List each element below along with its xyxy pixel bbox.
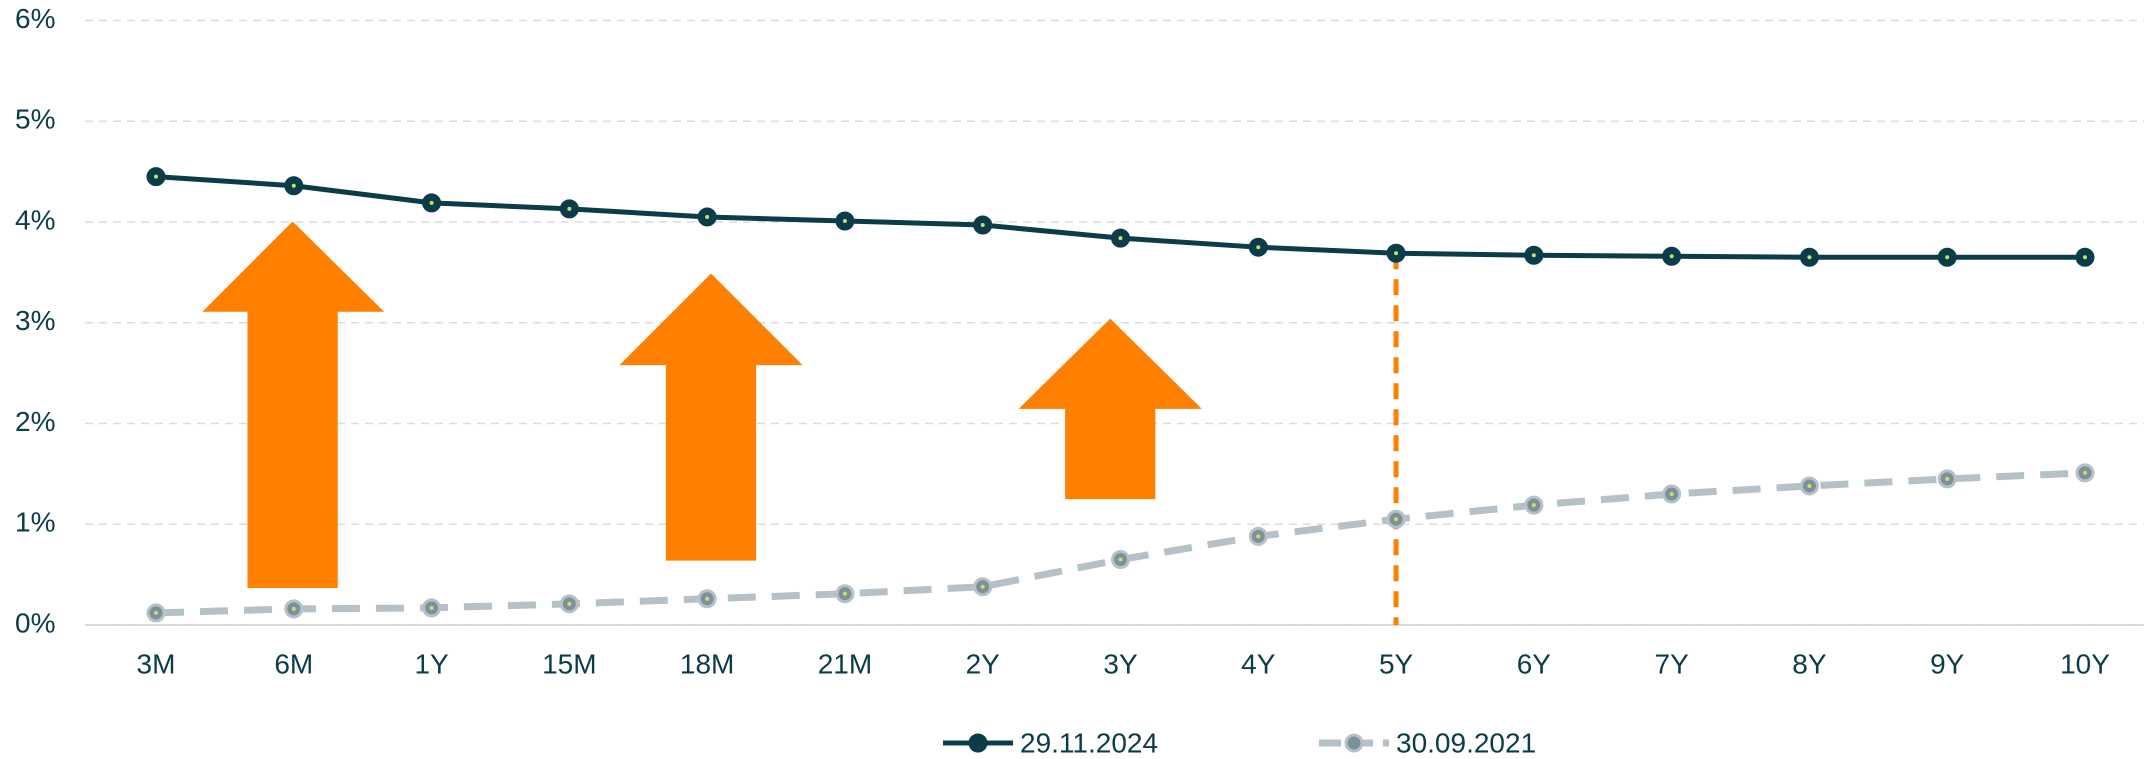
y-tick-label: 5% [15, 104, 55, 135]
x-tick-label: 4Y [1241, 648, 1276, 679]
point-center [1807, 255, 1812, 260]
x-tick-label: 15M [542, 648, 596, 679]
point-center [842, 218, 847, 223]
x-tick-label: 3Y [1103, 648, 1138, 679]
point-center [567, 601, 572, 606]
legend-label: 30.09.2021 [1396, 727, 1536, 758]
point-center [1531, 253, 1536, 258]
point-center [291, 183, 296, 188]
x-tick-label: 21M [818, 648, 872, 679]
point-center [705, 596, 710, 601]
legend-item: 30.09.2021 [1319, 727, 1536, 758]
grid [85, 19, 2144, 626]
y-tick-label: 0% [15, 607, 55, 638]
point-center [1945, 255, 1950, 260]
y-tick-label: 4% [15, 204, 55, 235]
y-tick-label: 1% [15, 507, 55, 538]
point-center [980, 584, 985, 589]
x-tick-label: 8Y [1792, 648, 1827, 679]
x-tick-label: 3M [137, 648, 176, 679]
point-center [1394, 517, 1399, 522]
arrow [1018, 318, 1202, 500]
point-center [1256, 534, 1261, 539]
arrows [202, 221, 1202, 588]
y-tick-label: 2% [15, 406, 55, 437]
point-center [1256, 245, 1261, 250]
series-line [155, 469, 2086, 617]
point-center [980, 223, 985, 228]
legend-label: 29.11.2024 [1020, 727, 1158, 758]
point-center [1118, 557, 1123, 562]
point-center [1669, 492, 1674, 497]
x-tick-label: 1Y [414, 648, 449, 679]
arrow [202, 221, 385, 588]
point-center [154, 610, 158, 615]
point-center [842, 591, 847, 596]
x-tick-label: 2Y [966, 648, 1001, 679]
y-tick-label: 3% [15, 305, 55, 336]
x-tick-label: 6Y [1517, 648, 1552, 679]
x-tick-label: 18M [680, 648, 734, 679]
arrow [619, 273, 803, 561]
x-tick-label: 7Y [1655, 648, 1690, 679]
x-tick-label: 5Y [1379, 648, 1414, 679]
point-center [2083, 255, 2087, 260]
point-center [705, 214, 710, 219]
point-center [1531, 503, 1536, 508]
x-tick-label: 10Y [2060, 648, 2110, 679]
x-tick-label: 6M [274, 648, 313, 679]
y-tick-label: 6% [15, 3, 55, 34]
point-center [1945, 476, 1950, 481]
point-center [567, 206, 572, 211]
x-tick-label: 9Y [1930, 648, 1965, 679]
point-center [429, 605, 434, 610]
legend-marker [1344, 733, 1364, 753]
point-center [1394, 251, 1399, 256]
legend-item: 29.11.2024 [943, 727, 1158, 758]
point-center [1118, 236, 1123, 241]
point-center [1807, 483, 1812, 488]
point-center [291, 606, 296, 611]
point-center [1669, 254, 1674, 259]
point-center [2083, 470, 2087, 475]
legend-marker [968, 733, 988, 753]
point-center [429, 200, 434, 205]
point-center [154, 174, 158, 179]
